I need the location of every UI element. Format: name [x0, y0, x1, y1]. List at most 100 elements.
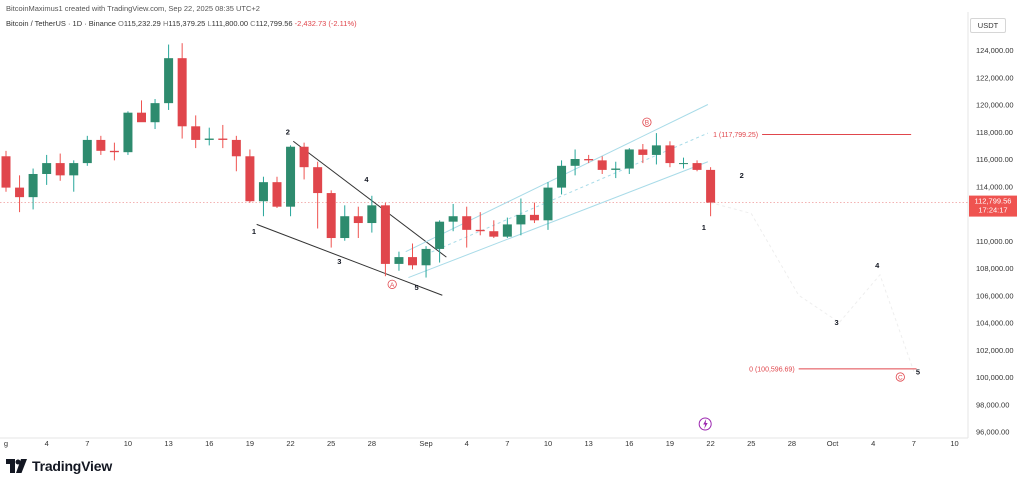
wedge-lower-line	[256, 223, 443, 296]
currency-button[interactable]: USDT	[970, 18, 1006, 33]
candle-body	[218, 138, 228, 140]
y-tick-label: 104,000.00	[976, 319, 1014, 328]
candle	[638, 144, 648, 164]
candle	[706, 167, 716, 217]
x-tick-label: 4	[45, 439, 49, 448]
circled-wave-label: C	[895, 372, 905, 382]
wave-label: 5	[916, 367, 920, 376]
candle	[529, 202, 539, 224]
candle	[394, 251, 404, 271]
candle	[191, 115, 201, 149]
candle	[272, 176, 282, 209]
candle-body	[462, 216, 472, 230]
candle-body	[543, 187, 553, 221]
candle-body	[435, 221, 445, 249]
wave-label: 3	[337, 257, 341, 266]
candle-body	[164, 58, 174, 104]
x-tick-label: 4	[465, 439, 469, 448]
candle	[651, 133, 661, 165]
candle	[69, 160, 79, 192]
candle	[353, 206, 363, 239]
candle-body	[42, 163, 52, 174]
x-tick-label: 28	[368, 439, 376, 448]
candle	[109, 142, 119, 161]
candle	[502, 217, 512, 239]
y-tick-label: 96,000.00	[976, 428, 1009, 437]
candle-body	[624, 149, 634, 169]
candle-countdown: 17:24:17	[978, 206, 1007, 215]
y-tick-label: 102,000.00	[976, 346, 1014, 355]
channel-mid-line	[425, 132, 709, 255]
candle	[42, 154, 52, 185]
candle	[326, 190, 336, 248]
candle-body	[123, 112, 133, 153]
x-tick-label: 7	[85, 439, 89, 448]
candle-body	[665, 145, 675, 164]
candle	[96, 135, 106, 155]
candle	[611, 161, 621, 179]
candle-body	[177, 58, 187, 127]
tradingview-logo[interactable]: TradingView	[6, 458, 112, 474]
candle	[489, 220, 499, 239]
x-tick-label: 16	[205, 439, 213, 448]
wave-label: 4	[875, 261, 880, 270]
x-tick-label: 16	[625, 439, 633, 448]
x-tick-label: Sep	[419, 439, 432, 448]
candle	[679, 157, 688, 169]
candle-body	[150, 103, 160, 123]
candle-body	[516, 214, 526, 225]
candle-body	[597, 160, 607, 170]
y-tick-label: 110,000.00	[976, 237, 1013, 246]
candle-body	[245, 156, 255, 202]
channel-upper-line	[405, 104, 709, 253]
tradingview-logo-text: TradingView	[32, 458, 113, 474]
x-tick-label: 22	[286, 439, 294, 448]
circled-wave-ring	[895, 372, 905, 382]
candle-body	[692, 163, 702, 170]
candle	[55, 153, 65, 181]
candle-body	[299, 146, 309, 168]
wave-label: 1	[702, 223, 706, 232]
candle-body	[529, 214, 539, 221]
candle-body	[408, 257, 417, 266]
candle-body	[475, 229, 485, 232]
ohlc-low-value: 111,800.00	[211, 19, 249, 28]
symbol-name: Bitcoin / TetherUS · 1D · Binance	[6, 19, 116, 28]
y-tick-label: 114,000.00	[976, 182, 1013, 191]
candle-body	[570, 159, 580, 166]
ohlc-low-label: L	[207, 19, 212, 28]
candle-body	[82, 139, 92, 164]
candle-body	[340, 216, 350, 239]
wave-label: 2	[286, 127, 290, 136]
candle-body	[679, 163, 688, 165]
candle-body	[286, 146, 296, 207]
circled-wave-ring	[642, 117, 652, 127]
candle	[543, 182, 553, 230]
candle	[448, 203, 458, 232]
candle-body	[55, 163, 65, 176]
x-tick-label: 10	[544, 439, 552, 448]
x-tick-label: 28	[788, 439, 796, 448]
candle	[435, 220, 445, 263]
circled-wave-label: A	[387, 279, 397, 289]
candle	[584, 154, 594, 164]
ohlc-high-label: H	[162, 19, 169, 28]
candle	[286, 145, 296, 217]
wave-label: 1	[252, 227, 256, 236]
y-tick-label: 100,000.00	[976, 373, 1014, 382]
candle-body	[651, 145, 661, 155]
candle	[123, 111, 133, 155]
wave-label: 4	[364, 175, 369, 184]
events-icon-ring	[698, 417, 712, 431]
candle-body	[638, 149, 648, 155]
x-tick-label: 19	[666, 439, 674, 448]
candle-body	[584, 159, 594, 161]
candle	[692, 160, 702, 172]
y-tick-label: 98,000.00	[976, 400, 1009, 409]
candle	[570, 149, 580, 176]
candle	[624, 148, 634, 174]
ohlc-close-value: 112,799.56	[255, 19, 293, 28]
circled-wave-text: A	[390, 282, 395, 289]
